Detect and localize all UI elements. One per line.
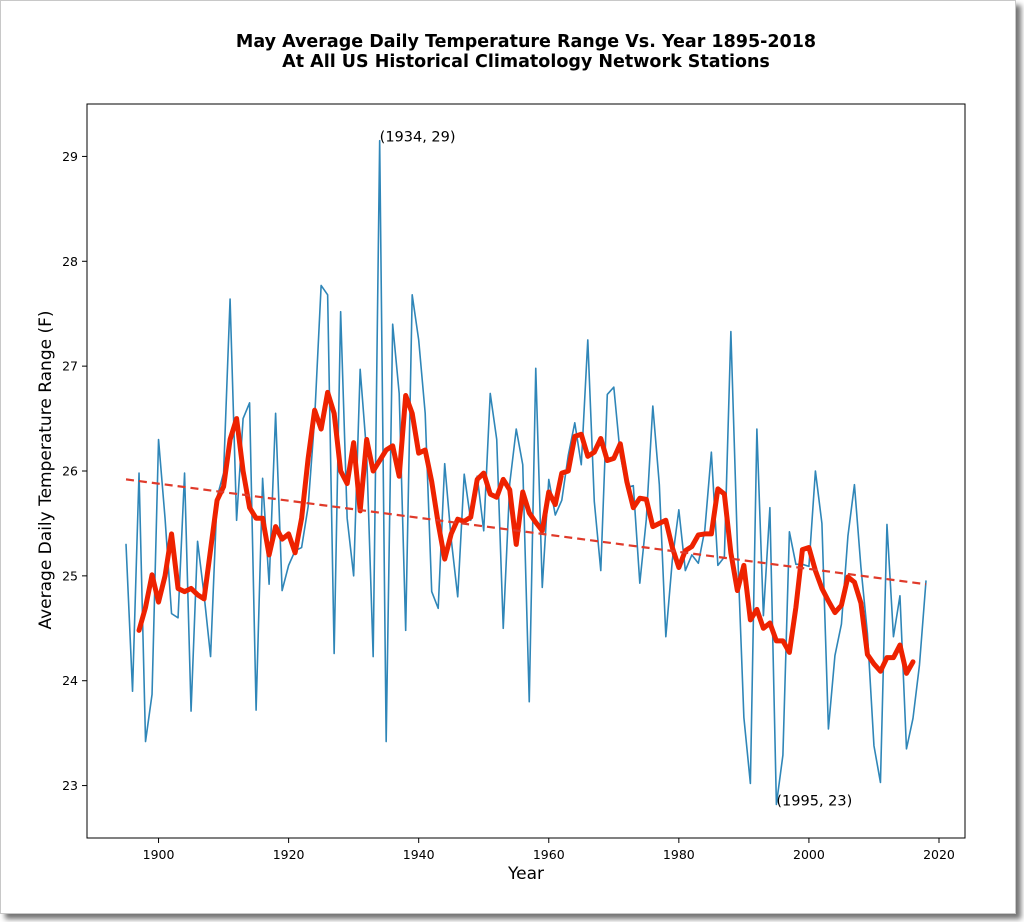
y-tick-label-23: 23 (62, 778, 78, 793)
annotation-2: (1995, 23) (776, 793, 852, 809)
annotation-1: (1934, 29) (380, 130, 456, 146)
y-tick-label-28: 28 (62, 254, 78, 269)
y-tick-label-25: 25 (62, 568, 78, 583)
chart-title: May Average Daily Temperature Range Vs. … (236, 32, 816, 52)
series-smoothed-line (136, 389, 916, 676)
y-tick-label-29: 29 (62, 149, 78, 164)
series-trend-line (125, 478, 927, 586)
series-annual-line (125, 139, 927, 806)
x-tick-label-1980: 1980 (663, 847, 695, 862)
plot-frame (86, 103, 966, 839)
y-tick-label-24: 24 (62, 673, 78, 688)
chart-subtitle: At All US Historical Climatology Network… (282, 52, 770, 72)
y-tick-label-27: 27 (62, 359, 78, 374)
x-tick-label-1900: 1900 (143, 847, 175, 862)
x-tick-label-1960: 1960 (533, 847, 565, 862)
series-group (125, 139, 927, 806)
y-axis-label: Average Daily Temperature Range (F) (36, 310, 56, 629)
x-tick-label-2000: 2000 (793, 847, 825, 862)
x-tick-label-1940: 1940 (403, 847, 435, 862)
y-tick-label-26: 26 (62, 464, 78, 479)
x-tick-label-1920: 1920 (273, 847, 305, 862)
x-tick-label-2020: 2020 (923, 847, 955, 862)
plot-area: 1900 1920 1940 1960 1980 2000 2020 23 24 25 26 27 28… (62, 103, 966, 862)
x-axis-label: Year (507, 864, 544, 884)
